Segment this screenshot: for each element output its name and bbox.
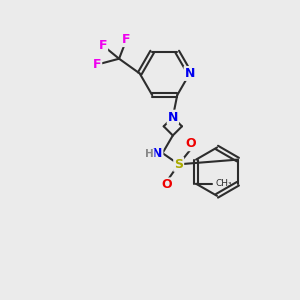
Text: O: O bbox=[162, 178, 172, 191]
Text: N: N bbox=[184, 67, 195, 80]
Text: CH₃: CH₃ bbox=[216, 179, 232, 188]
Text: N: N bbox=[152, 147, 162, 160]
Text: S: S bbox=[174, 158, 183, 171]
Text: F: F bbox=[122, 33, 131, 46]
Text: F: F bbox=[93, 58, 101, 71]
Text: F: F bbox=[99, 39, 107, 52]
Text: O: O bbox=[186, 137, 196, 150]
Text: H: H bbox=[145, 149, 154, 159]
Text: N: N bbox=[168, 111, 178, 124]
